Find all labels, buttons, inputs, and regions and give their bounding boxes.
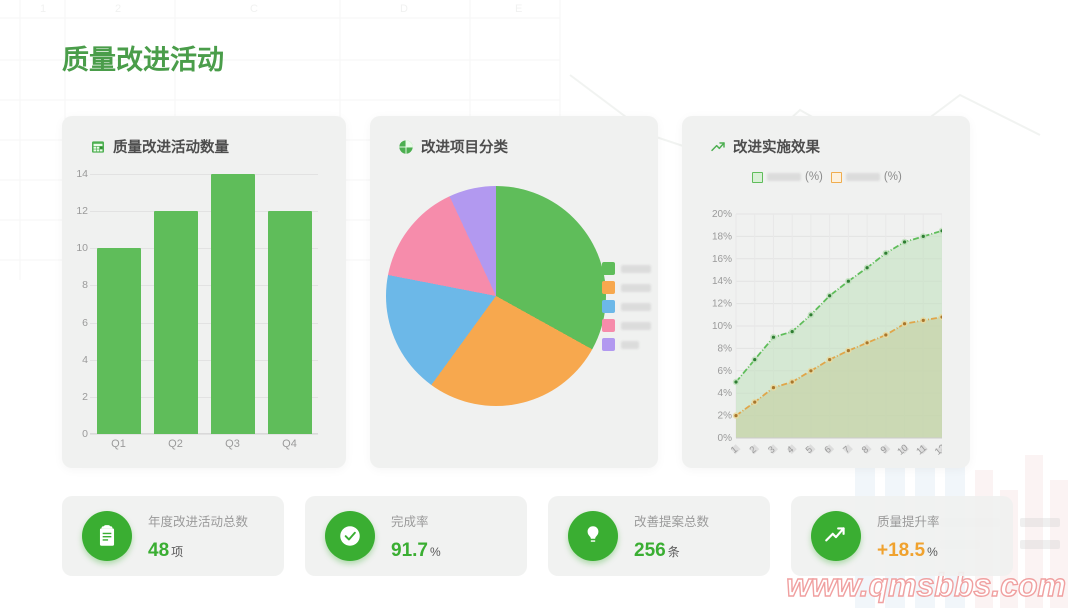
svg-text:18%: 18% (712, 231, 732, 242)
svg-text:14%: 14% (712, 276, 732, 287)
svg-text:11: 11 (914, 443, 929, 458)
svg-text:C: C (250, 3, 258, 15)
svg-text:D: D (400, 3, 408, 15)
svg-text:16%: 16% (712, 254, 732, 265)
svg-text:0%: 0% (718, 433, 733, 444)
svg-text:4%: 4% (718, 388, 733, 399)
svg-text:20%: 20% (712, 209, 732, 220)
svg-text:12%: 12% (712, 299, 732, 310)
svg-text:2: 2 (115, 3, 121, 15)
svg-text:E: E (515, 3, 522, 15)
svg-text:10%: 10% (712, 321, 732, 332)
svg-text:8%: 8% (718, 343, 733, 354)
svg-text:2%: 2% (718, 411, 733, 422)
svg-text:1: 1 (40, 3, 46, 15)
svg-text:10: 10 (895, 442, 910, 457)
svg-text:12: 12 (933, 442, 942, 457)
svg-text:6%: 6% (718, 366, 733, 377)
